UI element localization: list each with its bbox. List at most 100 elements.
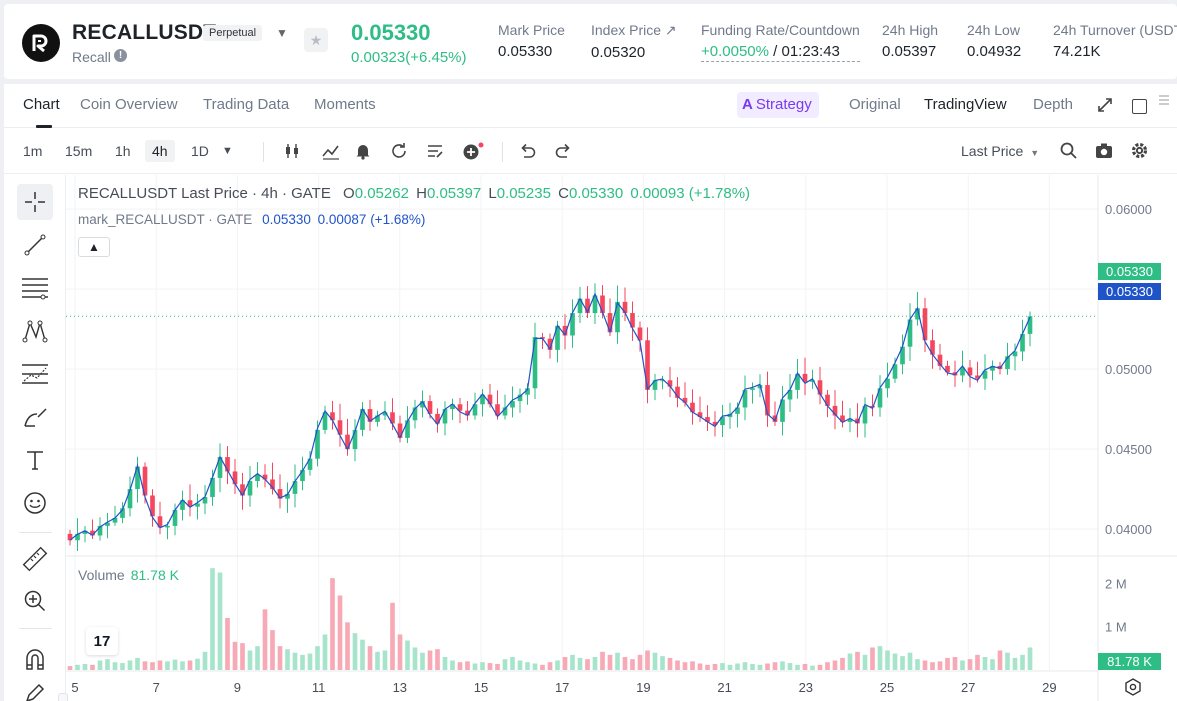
undo-icon[interactable]	[519, 142, 537, 160]
tabs-row: Chart Coin Overview Trading Data Moments…	[4, 84, 1177, 128]
search-icon[interactable]	[1060, 142, 1077, 159]
pencil-tool[interactable]	[17, 681, 53, 701]
info-icon[interactable]: !	[114, 49, 127, 62]
tab-coin-overview[interactable]: Coin Overview	[80, 96, 178, 113]
chart-legend: RECALLUSDT Last Price · 4h · GATE O0.052…	[78, 185, 750, 202]
zoom-tool[interactable]	[17, 583, 53, 619]
view-original[interactable]: Original	[849, 96, 901, 113]
toolbar-collapse-handle[interactable]: ‹	[58, 693, 68, 701]
fib-tool[interactable]	[17, 356, 53, 392]
redo-icon[interactable]	[554, 142, 572, 160]
grip-icon[interactable]	[1159, 94, 1169, 108]
interval-1h[interactable]: 1h	[115, 143, 131, 159]
volume-bar	[667, 657, 673, 670]
volume-bar	[420, 652, 425, 670]
settings-gear-icon[interactable]	[1131, 142, 1148, 159]
scale-settings-icon[interactable]	[1124, 678, 1142, 696]
interval-1m[interactable]: 1m	[23, 143, 43, 159]
view-tradingview[interactable]: TradingView	[924, 96, 1007, 113]
magnet-tool[interactable]	[17, 641, 53, 677]
volume-bar	[480, 662, 485, 670]
tab-trading-data[interactable]: Trading Data	[203, 96, 290, 113]
candle-body	[892, 364, 898, 379]
mark-legend-title: mark_RECALLUSDT · GATE	[78, 212, 253, 227]
crosshair-tool[interactable]	[17, 184, 53, 220]
add-indicator-icon[interactable]	[462, 142, 484, 162]
price-type-select[interactable]: Last Price ▼	[961, 143, 1039, 159]
volume-bar	[877, 646, 883, 670]
candle-body	[555, 325, 560, 350]
volume-bar	[772, 662, 778, 670]
window-icon[interactable]	[1132, 99, 1147, 114]
interval-15m[interactable]: 15m	[65, 143, 93, 159]
ai-icon: A	[742, 96, 753, 113]
volume-bar	[847, 653, 853, 670]
symbol-title[interactable]: RECALLUSDT	[72, 21, 217, 44]
candle-body	[510, 401, 515, 408]
trend-line-tool[interactable]	[17, 227, 53, 263]
indicators-icon[interactable]	[322, 142, 340, 160]
volume-bar	[885, 650, 890, 670]
candle-body	[382, 412, 388, 416]
candle-body	[210, 477, 215, 498]
camera-icon[interactable]	[1095, 142, 1113, 159]
volume-bar	[427, 650, 433, 670]
candle-body	[817, 380, 823, 395]
templates-icon[interactable]	[426, 142, 444, 160]
interval-1d[interactable]: 1D	[191, 143, 209, 159]
symbol-dropdown-icon[interactable]: ▼	[276, 26, 288, 40]
funding-rate: +0.0050%	[701, 43, 769, 60]
volume-bar	[832, 660, 838, 670]
emoji-tool[interactable]	[17, 485, 53, 521]
interval-dropdown-icon[interactable]: ▼	[222, 145, 233, 157]
text-icon	[27, 451, 43, 470]
horizontal-lines-tool[interactable]	[17, 270, 53, 306]
brush-tool[interactable]	[17, 399, 53, 435]
index-price-stat[interactable]: Index Price ↗ 0.05320	[591, 22, 677, 61]
volume-bar	[637, 654, 643, 670]
legend-high-label: H	[416, 185, 427, 202]
candle-body	[600, 295, 605, 314]
index-price-label[interactable]: Index Price ↗	[591, 22, 677, 38]
volume-bar	[870, 647, 875, 670]
candle-body	[472, 404, 478, 416]
volume-bar	[510, 657, 515, 670]
toolbar-divider	[263, 142, 264, 162]
volume-bar	[690, 661, 695, 670]
candle-body	[622, 301, 628, 314]
volume-bar	[945, 657, 950, 670]
view-depth[interactable]: Depth	[1033, 96, 1074, 113]
expand-icon[interactable]	[1097, 97, 1113, 113]
volume-value: 81.78 K	[130, 567, 179, 583]
candle-type-icon[interactable]	[283, 142, 301, 160]
legend-collapse-button[interactable]: ▲	[78, 237, 110, 257]
pattern-tool[interactable]	[17, 313, 53, 349]
candle-body	[307, 458, 313, 470]
low-label: 24h Low	[967, 22, 1020, 38]
index-price-value: 0.05320	[591, 44, 646, 61]
candle-body	[570, 313, 575, 336]
volume-bar	[382, 650, 388, 670]
candle-body	[772, 415, 778, 422]
volume-bar	[322, 634, 328, 670]
funding-value[interactable]: +0.0050% / 01:23:43	[701, 43, 860, 62]
candle-body	[705, 417, 710, 422]
mark-price-value: 0.05330	[498, 43, 553, 60]
strategy-button[interactable]: A Strategy	[737, 92, 819, 118]
alert-icon[interactable]	[354, 142, 372, 160]
time-tick-label: 17	[555, 680, 569, 695]
volume-bar	[675, 660, 680, 670]
toolbar-divider	[19, 532, 52, 533]
tab-moments[interactable]: Moments	[314, 96, 376, 113]
tab-chart[interactable]: Chart	[23, 96, 60, 113]
text-tool[interactable]	[17, 442, 53, 478]
candle-body	[667, 380, 673, 387]
tradingview-logo-icon[interactable]: 17	[86, 627, 118, 655]
mark-legend: mark_RECALLUSDT · GATE 0.05330 0.00087 (…	[78, 212, 425, 227]
replay-icon[interactable]	[390, 142, 408, 160]
favorite-star-icon[interactable]: ★	[304, 28, 328, 52]
ruler-tool[interactable]	[17, 541, 53, 577]
legend-title: RECALLUSDT Last Price · 4h · GATE	[78, 185, 331, 202]
interval-4h[interactable]: 4h	[145, 140, 175, 162]
